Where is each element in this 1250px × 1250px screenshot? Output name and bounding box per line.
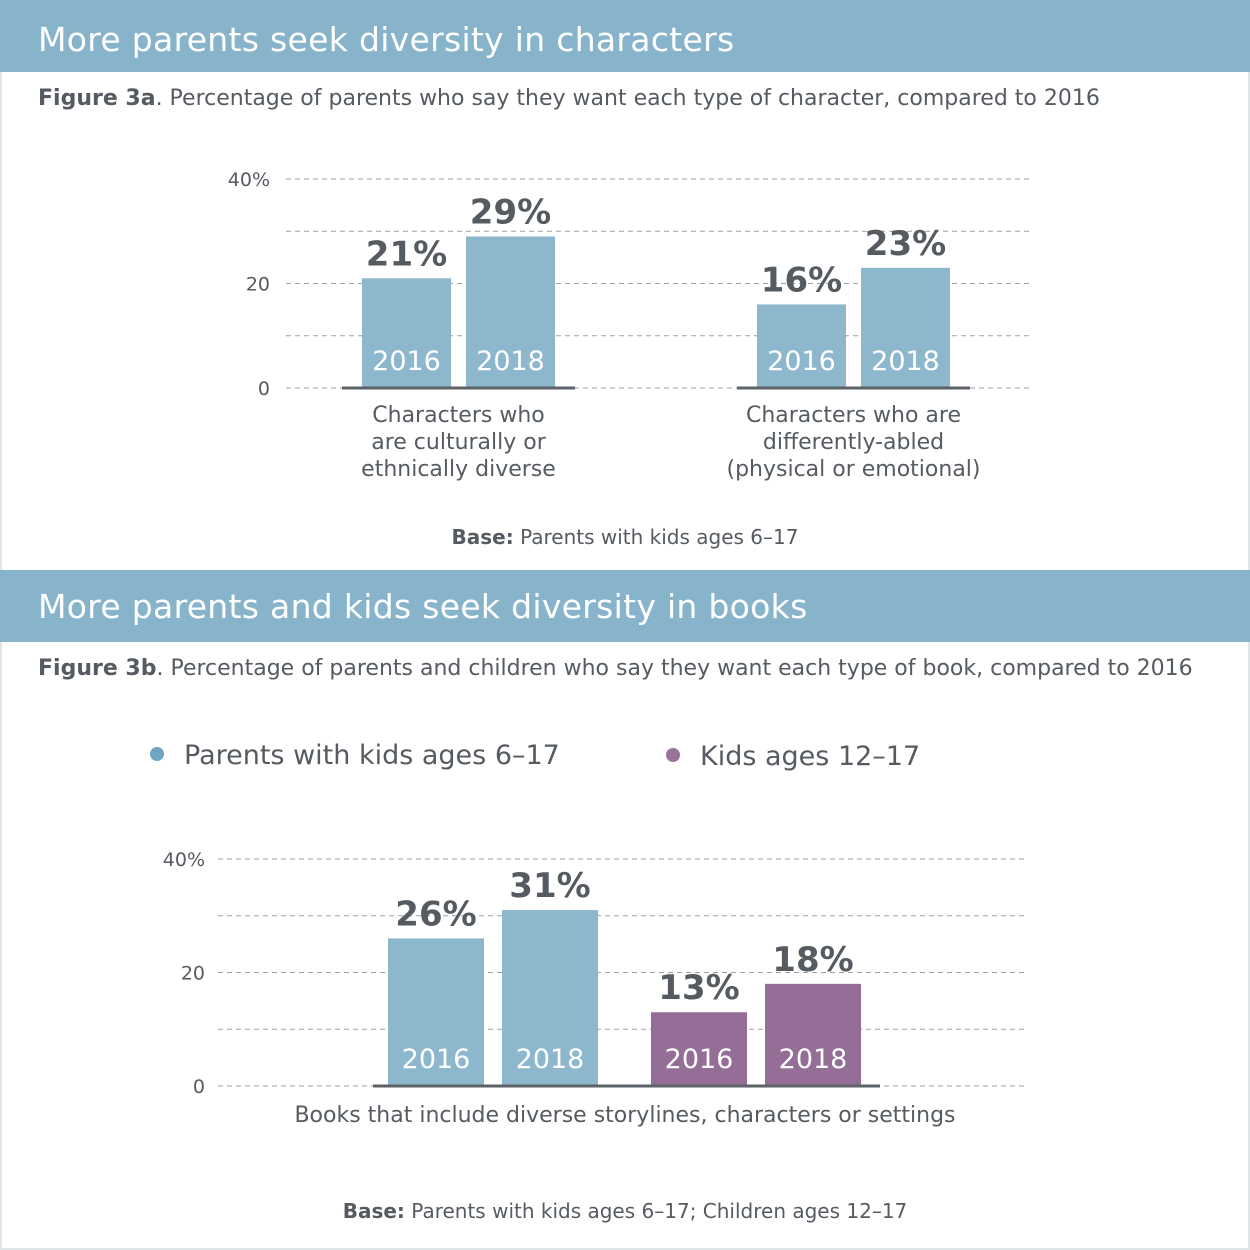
bar-year-label: 2016 (372, 346, 441, 377)
banner-figure-3a: More parents seek diversity in character… (0, 0, 1250, 72)
bar (466, 236, 555, 388)
bar (362, 278, 451, 388)
bar-year-label: 2016 (402, 1044, 471, 1075)
bar-value-label: 23% (865, 224, 946, 264)
bar-year-label: 2018 (779, 1044, 848, 1075)
figure-label: Figure 3a (38, 86, 156, 111)
base-label: Base: (451, 525, 514, 549)
legend-label: Kids ages 12–17 (700, 741, 921, 772)
base-note-3a: Base: Parents with kids ages 6–17 (0, 525, 1250, 549)
bar-year-label: 2016 (767, 346, 836, 377)
bar (502, 910, 598, 1086)
category-label: differently-abled (763, 430, 944, 455)
category-label: ethnically diverse (361, 457, 556, 482)
y-tick-label: 20 (181, 963, 205, 985)
legend-item-kids: Kids ages 12–17 (666, 741, 920, 772)
banner-title: More parents seek diversity in character… (38, 20, 735, 59)
legend-item-parents: Parents with kids ages 6–17 (150, 740, 560, 771)
bar-value-label: 21% (366, 234, 447, 274)
legend-label: Parents with kids ages 6–17 (184, 740, 560, 771)
bar (861, 267, 950, 388)
figure-label: Figure 3b (38, 656, 157, 681)
base-label: Base: (342, 1199, 405, 1223)
y-tick-label: 40% (163, 849, 205, 871)
category-label: Characters who (372, 403, 544, 428)
bar-year-label: 2018 (476, 346, 545, 377)
base-text: Parents with kids ages 6–17; Children ag… (404, 1199, 908, 1223)
category-label: are culturally or (371, 430, 547, 455)
bar-year-label: 2018 (871, 346, 940, 377)
banner-title: More parents and kids seek diversity in … (38, 587, 808, 626)
y-tick-label: 0 (258, 378, 270, 400)
bar-value-label: 29% (470, 192, 551, 232)
category-label: (physical or emotional) (726, 457, 980, 482)
category-label: Characters who are (746, 403, 961, 428)
bar (765, 983, 861, 1086)
subtitle-figure-3b: Figure 3b. Percentage of parents and chi… (38, 656, 1193, 681)
subtitle-text: . Percentage of parents and children who… (156, 656, 1193, 681)
y-tick-label: 0 (193, 1076, 205, 1098)
base-text: Parents with kids ages 6–17 (513, 525, 799, 549)
y-tick-label: 40% (228, 169, 270, 191)
category-label: Books that include diverse storylines, c… (294, 1103, 955, 1128)
bar-year-label: 2016 (665, 1044, 734, 1075)
bar (388, 938, 484, 1086)
base-note-3b: Base: Parents with kids ages 6–17; Child… (0, 1199, 1250, 1223)
bar-year-label: 2018 (516, 1044, 585, 1075)
bar-value-label: 31% (509, 866, 590, 906)
legend-dot-icon (150, 746, 164, 761)
subtitle-text: . Percentage of parents who say they wan… (155, 86, 1100, 111)
bar-value-label: 18% (772, 940, 853, 980)
legend-dot-icon (666, 747, 680, 762)
bar-value-label: 16% (761, 260, 842, 300)
bar-value-label: 26% (395, 894, 476, 934)
subtitle-figure-3a: Figure 3a. Percentage of parents who say… (38, 86, 1100, 111)
banner-figure-3b: More parents and kids seek diversity in … (0, 570, 1250, 642)
bar (757, 304, 846, 388)
y-tick-label: 20 (246, 274, 270, 296)
bar (651, 1012, 747, 1086)
bar-value-label: 13% (658, 968, 739, 1008)
